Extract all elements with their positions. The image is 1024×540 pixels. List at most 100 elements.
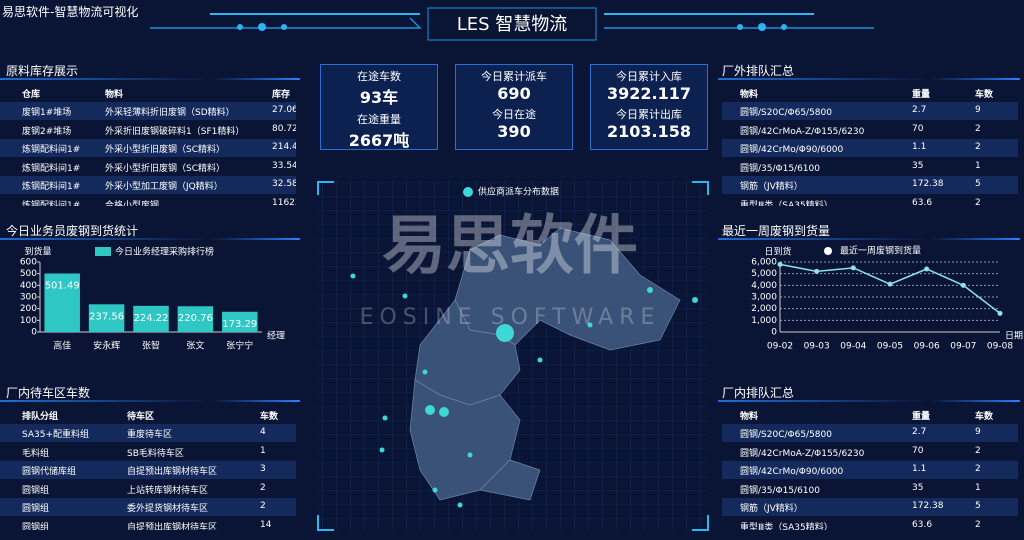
bar-value-label: 501.49	[45, 280, 80, 291]
table-cell: 11623	[272, 197, 296, 207]
x-tick-label: 09-02	[767, 342, 793, 352]
title-frame	[427, 7, 597, 41]
table-cell: 9	[975, 427, 981, 437]
table-cell: 圆钢/35/Φ15/6100	[740, 485, 820, 496]
table-row: 圆钢代储库组 自提预出库钢材待车区 3	[0, 461, 296, 479]
underline	[0, 400, 300, 402]
table-cell: SB毛料待车区	[127, 448, 184, 459]
legend-label: 最近一周废钢到货量	[840, 245, 921, 257]
table-cell: 1	[260, 445, 266, 456]
table-cell: 外采小型折旧废钢（SC精料）	[105, 163, 225, 174]
stat-label: 今日累计入库	[616, 70, 682, 83]
table-cell: 钢筋（JV精料）	[740, 504, 803, 514]
x-tick-label: 09-08	[987, 342, 1013, 352]
table-row: 炼钢配料间1# 外采小型折旧废钢（SC精料） 33.54	[0, 157, 296, 176]
column-header: 重量	[912, 90, 931, 100]
table-row: SA35+配重料组 重废待车区 4	[0, 424, 296, 442]
table-cell: 4	[260, 427, 266, 437]
table-cell: 2	[975, 142, 981, 152]
stat-value: 2667	[348, 131, 394, 150]
stat-value: 690	[497, 84, 531, 103]
bar	[88, 304, 125, 332]
point	[850, 265, 856, 271]
table-row: 重型Ⅲ类（SA35精料） 63.6 2	[722, 516, 1018, 531]
table-row: 圆钢组 上站转库钢材待车区 2	[0, 479, 296, 498]
panel-title: 厂内排队汇总	[722, 386, 795, 400]
x-tick-label: 09-04	[840, 342, 866, 352]
table-row: 圆钢组 自提预出库钢材待车区 14	[0, 516, 296, 530]
app-title: 易思软件-智慧物流可视化	[2, 5, 139, 19]
table: 排队分组 待车区 车数 SA35+配重料组 重废待车区 4 毛料组 SB毛料待车区 1 圆钢代储库…	[0, 406, 296, 530]
y-tick-label: 3,000	[751, 293, 777, 303]
point	[960, 282, 966, 288]
table-row: 圆钢/42CrMoA-Z/Φ155/6230 70 2	[722, 120, 1018, 139]
table-row: 圆钢/S20C/Φ65/5800 2.7 9	[722, 424, 1018, 442]
table-cell: 重型Ⅲ类（SA35精料）	[740, 522, 833, 531]
panel-title: 厂内待车区车数	[6, 386, 91, 400]
column-header: 仓库	[22, 90, 41, 100]
x-tick-label: 张智	[142, 340, 160, 352]
stat-label: 今日在途	[492, 108, 536, 121]
bar-value-label: 224.22	[134, 313, 169, 324]
table-cell: 2	[260, 482, 266, 493]
table-cell: 2.7	[912, 427, 927, 437]
table-cell: 炼钢配料间1#	[22, 182, 81, 192]
table-cell: 圆钢/S20C/Φ65/5800	[740, 430, 832, 440]
y-tick-label: 4,000	[751, 281, 777, 291]
x-tick-label: 高佳	[53, 340, 71, 352]
point	[924, 266, 930, 272]
table-cell: 35	[912, 482, 924, 493]
y-tick-label: 2,000	[751, 304, 777, 314]
x-tick-label: 09-07	[950, 342, 976, 352]
table-cell: 上站转库钢材待车区	[127, 485, 209, 496]
table-cell: 圆钢/35/Φ15/6100	[740, 163, 820, 174]
table-cell: 14	[260, 519, 272, 530]
table-cell: 外采小型折旧废钢（SC精料）	[105, 145, 225, 155]
stat-value: 3922.117	[606, 84, 691, 103]
point	[777, 261, 783, 267]
table-cell: 2	[975, 464, 981, 474]
table-cell: 炼钢配料间1#	[22, 145, 81, 155]
map-dots	[350, 273, 698, 508]
table-cell: 毛料组	[22, 448, 50, 459]
table-cell: SA35+配重料组	[22, 430, 90, 440]
x-tick-label: 09-05	[877, 342, 903, 352]
underline	[718, 78, 1020, 80]
watermark-en: EOSINE SOFTWARE	[360, 305, 661, 330]
stat-label: 在途重量	[357, 113, 401, 126]
table-row: 重型Ⅲ类（SA35精料） 63.6 2	[722, 194, 1018, 207]
table-row: 炼钢配料间1# 外采小型加工废钢（JQ精料） 32.58	[0, 176, 296, 194]
map-legend: 供应商派车分布数据	[478, 186, 559, 198]
bar-value-label: 220.76	[178, 313, 213, 324]
table-row: 毛料组 SB毛料待车区 1	[0, 442, 296, 461]
stat-box: 在途车数 93车 在途重量 2667吨	[320, 64, 438, 150]
table: 物料 重量 车数 圆钢/S20C/Φ65/5800 2.7 9 圆钢/42CrMoA-Z/Φ…	[722, 84, 1018, 206]
table-cell: 外采折旧废钢破碎料1（SF1精料）	[105, 126, 245, 137]
table-cell: 2.7	[912, 105, 927, 115]
x-tick-label: 09-03	[804, 342, 830, 352]
table-cell: 3	[260, 464, 266, 474]
table-cell: 5	[975, 501, 981, 511]
legend-marker	[824, 247, 832, 255]
underline	[0, 78, 300, 80]
header-dots	[237, 23, 787, 31]
table-cell: 重型Ⅲ类（SA35精料）	[740, 200, 833, 207]
panel-title: 最近一周废钢到货量	[722, 224, 831, 238]
stat-value: 390	[497, 122, 531, 141]
y-tick-label: 400	[20, 281, 37, 291]
underline	[718, 238, 1020, 240]
column-header: 库存	[272, 90, 291, 100]
table-header: 仓库 物料 库存	[0, 84, 296, 102]
table-cell: 172.38	[912, 501, 944, 511]
panel-title: 厂外排队汇总	[722, 64, 795, 78]
line	[779, 263, 1001, 314]
x-tick-label: 09-06	[914, 342, 940, 352]
bar	[133, 305, 169, 332]
table-row: 圆钢/35/Φ15/6100 35 1	[722, 157, 1018, 176]
table-cell: 合格小型废钢	[105, 200, 160, 207]
table-cell: 1	[975, 482, 981, 493]
underline	[0, 238, 300, 240]
table-cell: 重废待车区	[127, 430, 173, 440]
